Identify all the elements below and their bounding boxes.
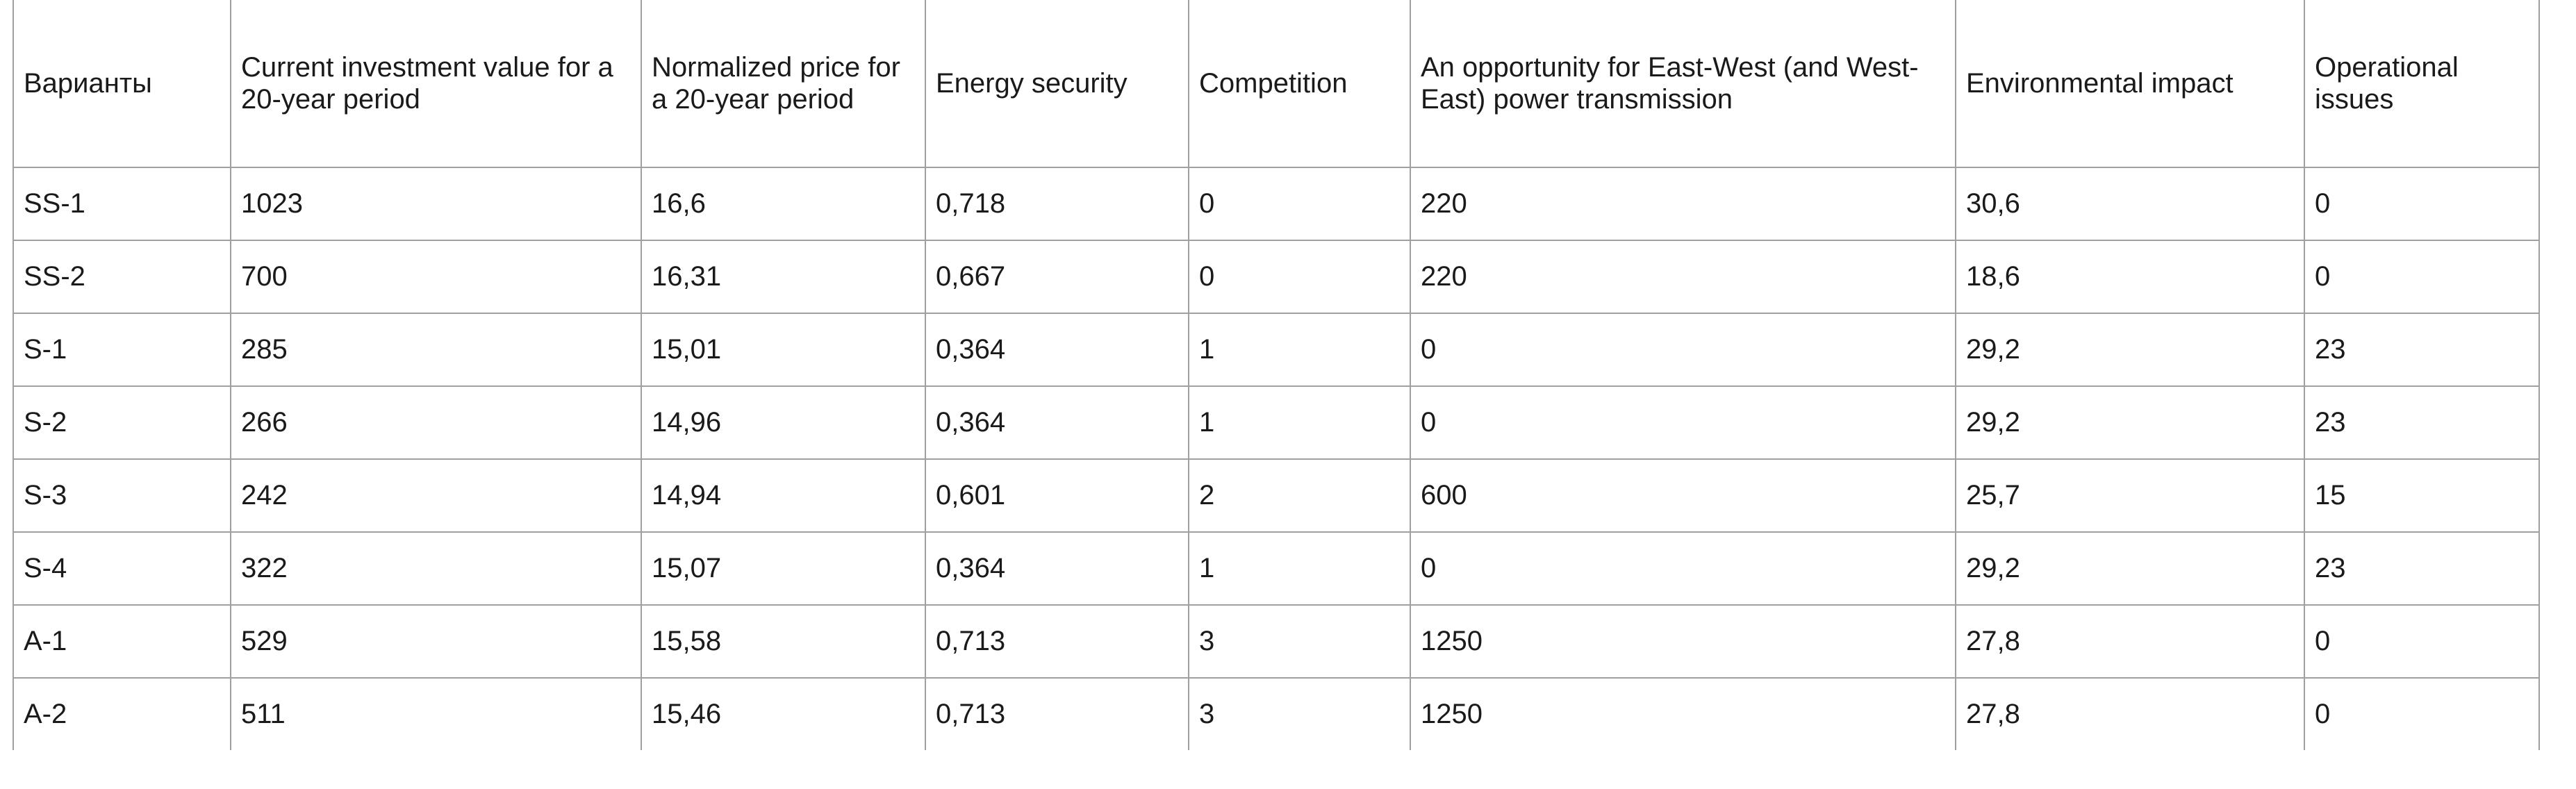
grid-cell[interactable]: 14,96 bbox=[641, 385, 926, 460]
grid-cell[interactable]: 29,2 bbox=[1955, 531, 2305, 606]
grid-cell[interactable]: 285 bbox=[230, 313, 642, 387]
grid-cell[interactable]: 23 bbox=[2304, 385, 2540, 460]
grid-cell[interactable]: 1 bbox=[1188, 313, 1411, 387]
grid-cell[interactable]: 27,8 bbox=[1955, 604, 2305, 679]
column-header[interactable]: Варианты bbox=[13, 0, 231, 168]
grid-row[interactable]: SS-1 1023 16,6 0,718 0 220 30,6 0 bbox=[13, 167, 2540, 241]
grid-cell[interactable]: 0 bbox=[1410, 531, 1956, 606]
column-header[interactable]: Environmental impact bbox=[1955, 0, 2305, 168]
grid-cell[interactable]: 23 bbox=[2304, 531, 2540, 606]
grid-cell[interactable]: 0,601 bbox=[925, 458, 1189, 533]
grid-cell[interactable]: 0 bbox=[2304, 677, 2540, 750]
grid-row[interactable]: S-2 266 14,96 0,364 1 0 29,2 23 bbox=[13, 385, 2540, 460]
header-row: Варианты Current investment value for a 2… bbox=[13, 0, 2540, 168]
grid-cell[interactable]: 25,7 bbox=[1955, 458, 2305, 533]
grid-cell[interactable]: 0 bbox=[2304, 604, 2540, 679]
grid-cell[interactable]: 0,364 bbox=[925, 385, 1189, 460]
grid-cell[interactable]: 1250 bbox=[1410, 604, 1956, 679]
grid-cell[interactable]: 529 bbox=[230, 604, 642, 679]
grid-row[interactable]: SS-2 700 16,31 0,667 0 220 18,6 0 bbox=[13, 240, 2540, 314]
grid-cell[interactable]: 16,6 bbox=[641, 167, 926, 241]
grid-row[interactable]: A-2 511 15,46 0,713 3 1250 27,8 0 bbox=[13, 677, 2540, 750]
grid-cell[interactable]: 30,6 bbox=[1955, 167, 2305, 241]
grid-cell[interactable]: 0 bbox=[2304, 240, 2540, 314]
column-header[interactable]: Energy security bbox=[925, 0, 1189, 168]
grid-cell[interactable]: SS-2 bbox=[13, 240, 231, 314]
grid-cell[interactable]: 1023 bbox=[230, 167, 642, 241]
grid-cell[interactable]: 0 bbox=[1410, 385, 1956, 460]
grid-cell[interactable]: 600 bbox=[1410, 458, 1956, 533]
grid-cell[interactable]: S-2 bbox=[13, 385, 231, 460]
grid-cell[interactable]: 27,8 bbox=[1955, 677, 2305, 750]
grid-cell[interactable]: SS-1 bbox=[13, 167, 231, 241]
grid-cell[interactable]: 0,364 bbox=[925, 531, 1189, 606]
grid-cell[interactable]: 14,94 bbox=[641, 458, 926, 533]
grid-cell[interactable]: 0,364 bbox=[925, 313, 1189, 387]
grid-row[interactable]: A-1 529 15,58 0,713 3 1250 27,8 0 bbox=[13, 604, 2540, 679]
grid-cell[interactable]: 0 bbox=[1188, 240, 1411, 314]
column-header[interactable]: Normalized price for a 20-year period bbox=[641, 0, 926, 168]
grid-cell[interactable]: 29,2 bbox=[1955, 313, 2305, 387]
grid-cell[interactable]: S-3 bbox=[13, 458, 231, 533]
grid-cell[interactable]: S-4 bbox=[13, 531, 231, 606]
grid-cell[interactable]: 15,01 bbox=[641, 313, 926, 387]
grid-cell[interactable]: 220 bbox=[1410, 240, 1956, 314]
grid-cell[interactable]: 23 bbox=[2304, 313, 2540, 387]
grid-cell[interactable]: 0 bbox=[1410, 313, 1956, 387]
grid-cell[interactable]: 18,6 bbox=[1955, 240, 2305, 314]
grid-cell[interactable]: 2 bbox=[1188, 458, 1411, 533]
grid-table: Варианты Current investment value for a 2… bbox=[13, 0, 2540, 750]
grid-cell[interactable]: 0,713 bbox=[925, 677, 1189, 750]
grid-cell[interactable]: 0,713 bbox=[925, 604, 1189, 679]
grid-cell[interactable]: S-1 bbox=[13, 313, 231, 387]
grid-cell[interactable]: 242 bbox=[230, 458, 642, 533]
grid-cell[interactable]: 15,58 bbox=[641, 604, 926, 679]
column-header[interactable]: Current investment value for a 20-year p… bbox=[230, 0, 642, 168]
grid-cell[interactable]: 0 bbox=[2304, 167, 2540, 241]
grid-cell[interactable]: 29,2 bbox=[1955, 385, 2305, 460]
grid-cell[interactable]: 1250 bbox=[1410, 677, 1956, 750]
grid-cell[interactable]: 0,718 bbox=[925, 167, 1189, 241]
grid-cell[interactable]: 220 bbox=[1410, 167, 1956, 241]
column-header[interactable]: Operational issues bbox=[2304, 0, 2540, 168]
grid-row[interactable]: S-3 242 14,94 0,601 2 600 25,7 15 bbox=[13, 458, 2540, 533]
grid-cell[interactable]: A-2 bbox=[13, 677, 231, 750]
grid-cell[interactable]: 0 bbox=[1188, 167, 1411, 241]
grid-cell[interactable]: 700 bbox=[230, 240, 642, 314]
grid-cell[interactable]: 1 bbox=[1188, 531, 1411, 606]
grid-body: SS-1 1023 16,6 0,718 0 220 30,6 0 SS-2 700 16,31 0,… bbox=[13, 167, 2540, 750]
grid-cell[interactable]: 0,667 bbox=[925, 240, 1189, 314]
grid-cell[interactable]: 511 bbox=[230, 677, 642, 750]
grid-cell[interactable]: A-1 bbox=[13, 604, 231, 679]
grid-cell[interactable]: 1 bbox=[1188, 385, 1411, 460]
grid-row[interactable]: S-4 322 15,07 0,364 1 0 29,2 23 bbox=[13, 531, 2540, 606]
column-header[interactable]: Competition bbox=[1188, 0, 1411, 168]
grid-cell[interactable]: 15 bbox=[2304, 458, 2540, 533]
grid-cell[interactable]: 15,46 bbox=[641, 677, 926, 750]
grid-cell[interactable]: 3 bbox=[1188, 604, 1411, 679]
grid-cell[interactable]: 16,31 bbox=[641, 240, 926, 314]
column-header[interactable]: An opportunity for East-West (and West-E… bbox=[1410, 0, 1956, 168]
grid-cell[interactable]: 266 bbox=[230, 385, 642, 460]
data-grid: Варианты Current investment value for a 2… bbox=[13, 0, 2576, 789]
grid-cell[interactable]: 322 bbox=[230, 531, 642, 606]
grid-cell[interactable]: 3 bbox=[1188, 677, 1411, 750]
grid-row[interactable]: S-1 285 15,01 0,364 1 0 29,2 23 bbox=[13, 313, 2540, 387]
grid-cell[interactable]: 15,07 bbox=[641, 531, 926, 606]
